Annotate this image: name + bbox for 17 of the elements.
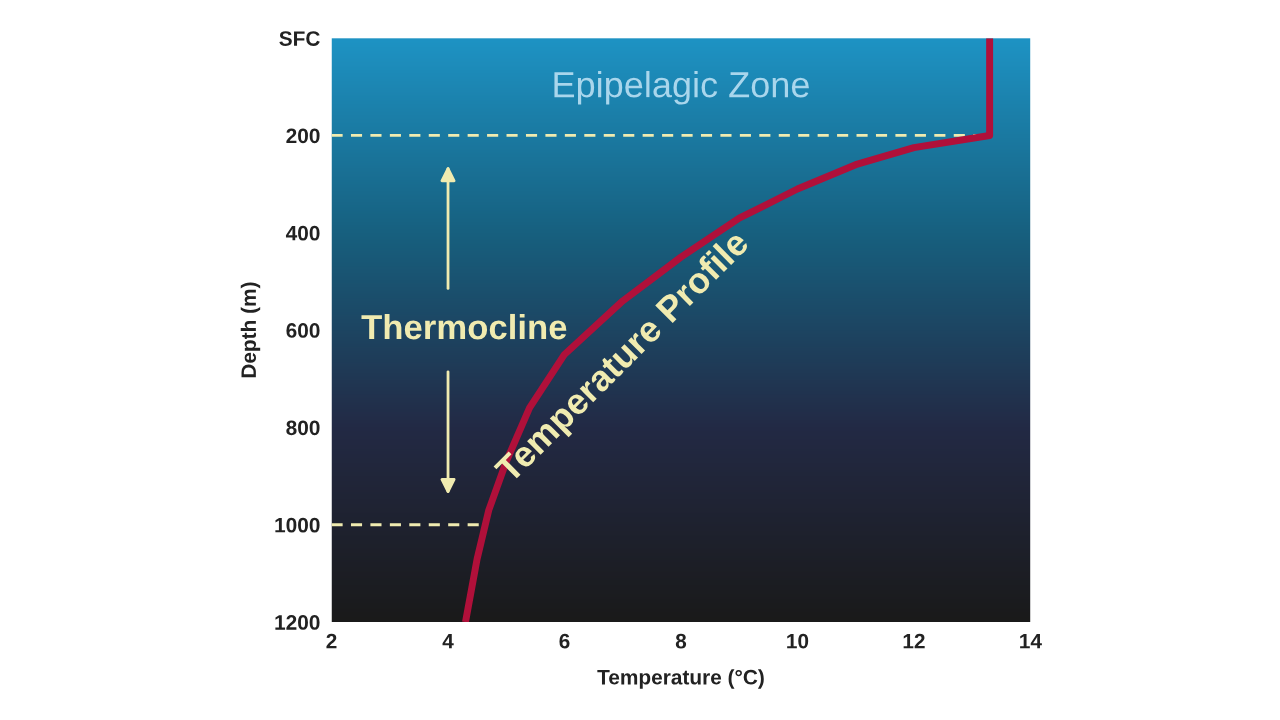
y-tick-label: 1200 xyxy=(275,615,320,630)
x-tick-label: 6 xyxy=(559,633,570,649)
y-tick-label: 1000 xyxy=(275,517,320,533)
y-tick-label: 600 xyxy=(286,323,320,338)
x-axis-title: Temperature (°C) xyxy=(597,669,764,689)
x-tick-label: 10 xyxy=(787,633,809,649)
x-tick-label: 14 xyxy=(1020,633,1042,649)
y-tick-label: SFC xyxy=(279,31,320,46)
x-tick-label: 4 xyxy=(442,633,454,649)
y-tick-label: 400 xyxy=(285,225,320,241)
y-tick-label: 800 xyxy=(286,420,320,436)
x-tick-label: 8 xyxy=(675,633,687,649)
annotation: Epipelagic Zone xyxy=(554,70,809,105)
x-tick-label: 2 xyxy=(326,633,337,649)
y-axis-title: Depth (m) xyxy=(240,282,261,378)
y-tick-label: 200 xyxy=(286,128,320,144)
x-tick-label: 12 xyxy=(903,633,925,649)
